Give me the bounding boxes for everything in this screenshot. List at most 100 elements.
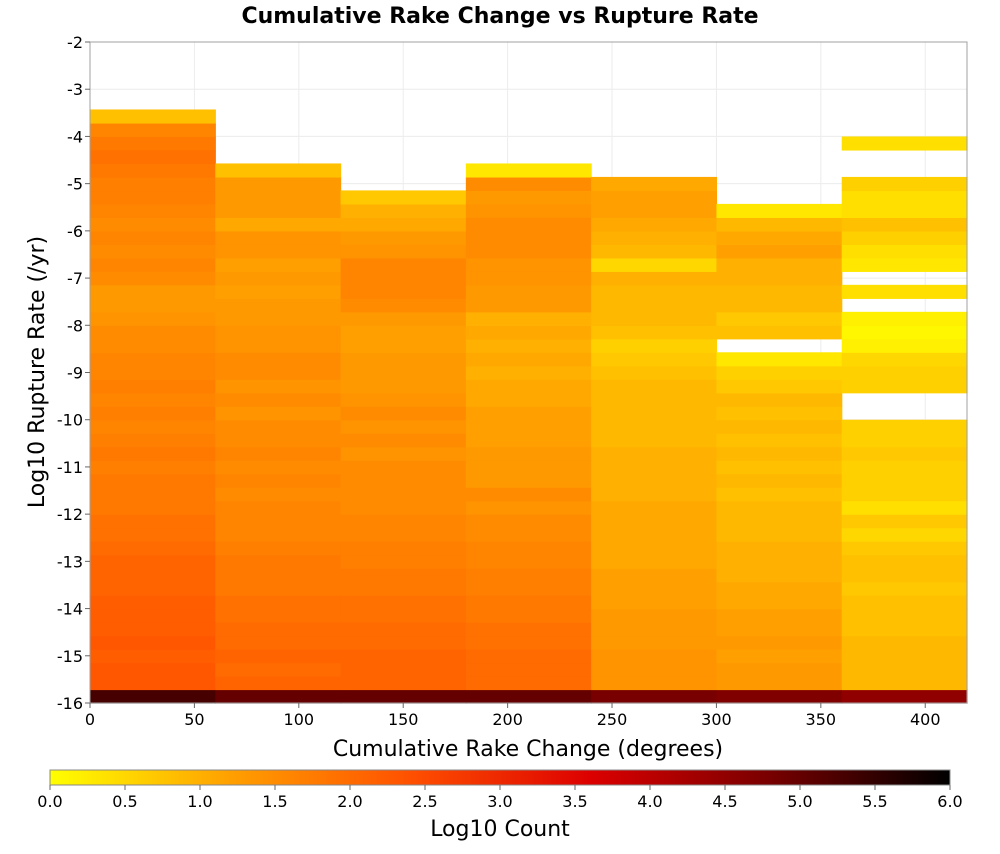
heatmap-cell [90, 352, 216, 367]
heatmap-cell [215, 217, 342, 232]
heatmap-cell [90, 635, 216, 650]
heatmap-cell [90, 446, 216, 461]
heatmap-cell [841, 460, 968, 475]
heatmap-cell [841, 284, 968, 299]
heatmap-cell [716, 622, 843, 637]
heatmap-cell [841, 217, 968, 232]
heatmap-cell [841, 473, 968, 488]
heatmap-cell [591, 568, 718, 583]
heatmap-cell [90, 163, 216, 178]
heatmap-cell [340, 662, 467, 677]
heatmap-cell [215, 554, 342, 569]
heatmap-cell [90, 649, 216, 664]
colorbar [49, 769, 951, 786]
heatmap-cell [465, 230, 592, 245]
heatmap-cell [340, 325, 467, 340]
heatmap-cell [841, 635, 968, 650]
heatmap-cell [591, 460, 718, 475]
heatmap-cell [841, 581, 968, 596]
heatmap-cell [716, 217, 843, 232]
heatmap-cell [465, 311, 592, 326]
heatmap-cell [90, 244, 216, 259]
heatmap-cell [340, 406, 467, 421]
heatmap-cell [841, 365, 968, 380]
colorbar-tick-label: 5.5 [862, 792, 887, 811]
y-tick-label: -13 [57, 552, 83, 571]
heatmap-cell [340, 460, 467, 475]
heatmap-cell [215, 338, 342, 353]
heatmap-cell [90, 406, 216, 421]
heatmap-cell [465, 676, 592, 691]
heatmap-cell [90, 689, 216, 704]
heatmap-cell [591, 298, 718, 313]
heatmap-cell [90, 379, 216, 394]
heatmap-cell [90, 176, 216, 192]
x-tick-label: 400 [910, 710, 941, 729]
heatmap-cell [841, 649, 968, 664]
heatmap-cell [716, 419, 843, 434]
heatmap-cell [465, 527, 592, 542]
heatmap-cell [215, 163, 342, 178]
heatmap-cell [340, 527, 467, 542]
heatmap-cell [340, 514, 467, 529]
heatmap-cell [716, 365, 843, 380]
heatmap-cell [841, 487, 968, 502]
heatmap-cells [90, 109, 968, 704]
heatmap-cell [591, 352, 718, 367]
y-tick-label: -12 [57, 505, 83, 524]
heatmap-cell [340, 595, 467, 610]
heatmap-cell [340, 419, 467, 434]
heatmap-cell [215, 325, 342, 340]
heatmap-cell [215, 190, 342, 205]
heatmap-cell [841, 433, 968, 448]
heatmap-cell [841, 379, 968, 394]
heatmap-cell [340, 271, 467, 286]
heatmap-cell [591, 514, 718, 529]
heatmap-cell [215, 230, 342, 245]
heatmap-cell [215, 298, 342, 313]
x-tick-label: 300 [701, 710, 732, 729]
heatmap-cell [465, 568, 592, 583]
heatmap-cell [340, 392, 467, 407]
heatmap-cell [716, 527, 843, 542]
heatmap-cell [465, 689, 592, 704]
heatmap-cell [591, 257, 718, 272]
heatmap-cell [591, 379, 718, 394]
heatmap-cell [215, 406, 342, 421]
y-tick-label: -8 [67, 316, 83, 335]
heatmap-cell [90, 217, 216, 232]
heatmap-cell [215, 203, 342, 218]
heatmap-cell [90, 527, 216, 542]
heatmap-cell [716, 392, 843, 407]
heatmap-cell [215, 176, 342, 192]
heatmap-cell [716, 649, 843, 664]
heatmap-cell [465, 217, 592, 232]
heatmap-cell [841, 676, 968, 691]
heatmap-cell [340, 311, 467, 326]
heatmap-cell [215, 635, 342, 650]
heatmap-cell [841, 244, 968, 259]
heatmap-cell [215, 446, 342, 461]
colorbar-tick-label: 5.0 [787, 792, 812, 811]
heatmap-cell [340, 190, 467, 205]
heatmap-cell [215, 257, 342, 272]
heatmap-cell [591, 311, 718, 326]
x-tick-label: 0 [85, 710, 95, 729]
colorbar-tick-label: 0.5 [112, 792, 137, 811]
heatmap-cell [716, 433, 843, 448]
heatmap-cell [716, 446, 843, 461]
heatmap-cell [215, 271, 342, 286]
heatmap-cell [90, 595, 216, 610]
heatmap-cell [465, 433, 592, 448]
heatmap-cell [716, 635, 843, 650]
heatmap-cell [90, 271, 216, 286]
heatmap-cell [340, 608, 467, 623]
heatmap-cell [90, 298, 216, 313]
heatmap-cell [90, 122, 216, 138]
y-tick-label: -14 [57, 600, 83, 619]
heatmap-cell [841, 527, 968, 542]
heatmap-cell [340, 487, 467, 502]
heatmap-cell [591, 433, 718, 448]
colorbar-tick-label: 0.0 [37, 792, 62, 811]
heatmap-cell [465, 392, 592, 407]
